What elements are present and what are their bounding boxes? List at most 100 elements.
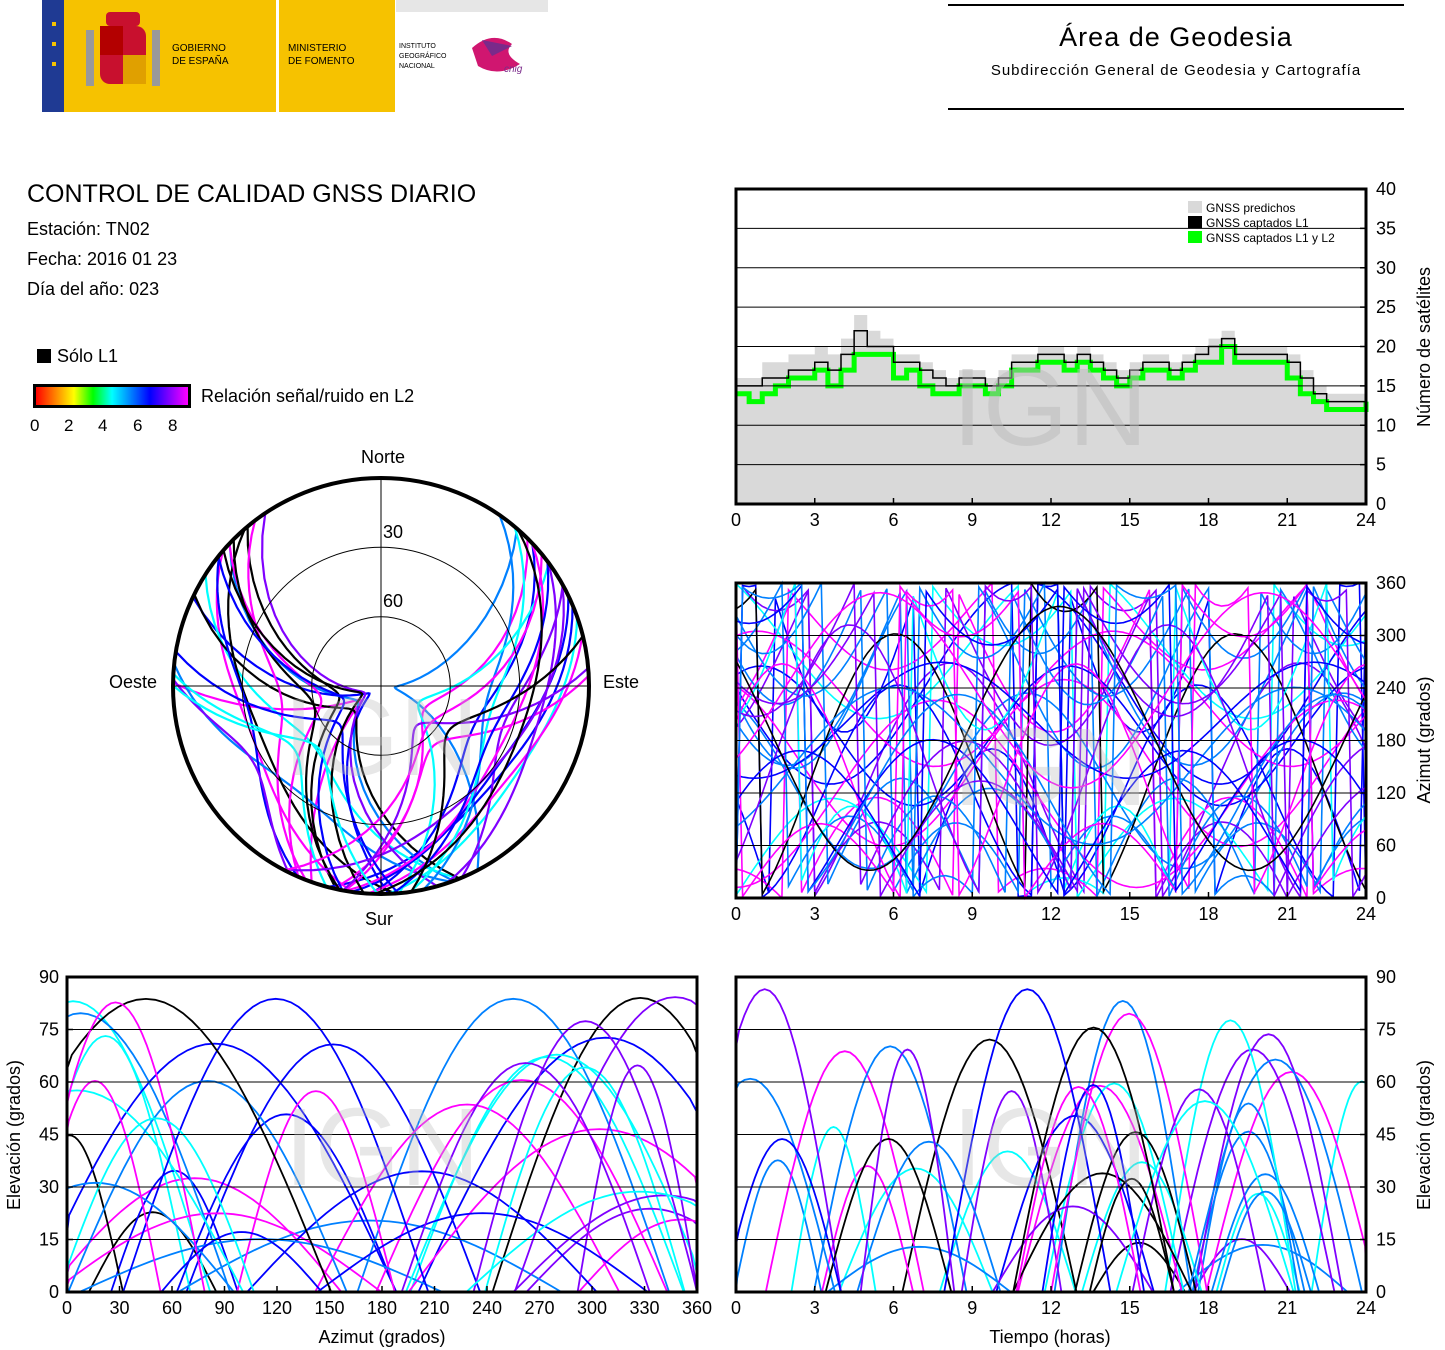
x-tick-label: 12	[1041, 904, 1061, 924]
elevation-time-track	[1050, 1012, 1208, 1293]
elevation-time-track	[1164, 1019, 1297, 1293]
elevation-azimuth-track	[175, 1113, 397, 1293]
skyplot-track	[392, 561, 550, 895]
azimuth-track	[735, 587, 1367, 899]
elevation-time-track	[1191, 1130, 1306, 1293]
y-tick-label: 60	[1376, 836, 1396, 856]
x-tick-label: 3	[810, 510, 820, 530]
x-tick-label: 21	[1277, 510, 1297, 530]
x-tick-label: 9	[967, 904, 977, 924]
snr-colorbar	[33, 384, 191, 408]
y-tick-label: 90	[1376, 967, 1396, 987]
gobierno-line2: DE ESPAÑA	[172, 54, 229, 67]
azimuth-track	[735, 584, 1367, 899]
elevation-azimuth-track	[484, 1066, 686, 1293]
y-tick-label: 0	[1376, 888, 1386, 908]
ring-label-60: 60	[383, 591, 403, 611]
legend-swatch-l1l2	[1188, 231, 1202, 243]
y-tick-label: 180	[1376, 731, 1406, 751]
ring-label-30: 30	[383, 522, 403, 542]
elevation-time-track	[790, 1126, 877, 1293]
ministerio-line2: DE FOMENTO	[288, 56, 355, 67]
area-title: Área de Geodesia	[1059, 22, 1293, 52]
cnig-text: cnig	[504, 64, 523, 75]
elevation-time-track	[1043, 1082, 1185, 1293]
elevation-time-track	[1219, 1190, 1312, 1293]
ign-watermark: IGN	[952, 706, 1148, 829]
y-tick-label: 5	[1376, 455, 1386, 475]
elevation-azimuth-track	[160, 1231, 323, 1293]
date-label: Fecha: 2016 01 23	[27, 249, 178, 269]
eu-flag-stripe	[42, 0, 64, 112]
x-tick-label: 150	[314, 1298, 344, 1318]
azimuth-track	[735, 630, 1367, 768]
elevation-azimuth-track	[177, 1219, 562, 1293]
ign-line2: GEOGRÁFICO	[399, 51, 447, 60]
coat-of-arms-icon	[86, 12, 160, 86]
x-tick-label: 0	[731, 1298, 741, 1318]
azimuth-track	[735, 661, 1367, 780]
area-subtitle: Subdirección General de Geodesia y Carto…	[990, 62, 1362, 79]
elevation-azimuth-track	[88, 1211, 218, 1293]
ign-watermark: IGN	[952, 346, 1148, 469]
legend-l1: GNSS captados L1	[1206, 216, 1309, 230]
x-tick-label: 18	[1198, 510, 1218, 530]
skyplot-track	[172, 678, 290, 873]
skyplot-track	[422, 514, 515, 891]
skyplot-track	[387, 616, 579, 895]
azimuth-track	[735, 588, 1367, 894]
elevation-time-track	[735, 1138, 842, 1293]
y-tick-label: 40	[1376, 179, 1396, 199]
skyplot-track	[344, 674, 590, 892]
elevation-time-track	[960, 1090, 1063, 1293]
ign-line1: INSTITUTO	[399, 43, 436, 50]
elev-time-xlabel: Tiempo (horas)	[989, 1327, 1110, 1347]
skyplot-track	[172, 673, 328, 888]
legend-predicted: GNSS predichos	[1206, 201, 1295, 215]
azimuth-track	[735, 584, 1367, 900]
skyplot-track	[409, 526, 526, 893]
x-tick-label: 90	[214, 1298, 234, 1318]
skyplot-track	[374, 528, 543, 895]
x-tick-label: 300	[577, 1298, 607, 1318]
east-label: Este	[603, 672, 639, 692]
elevation-azimuth-track	[375, 1079, 669, 1293]
report-title: CONTROL DE CALIDAD GNSS DIARIO	[27, 180, 477, 208]
x-tick-label: 60	[162, 1298, 182, 1318]
skyplot-track	[172, 684, 379, 895]
satellites-chart: 0 5 10 15 20 25 30 35 40 0 3 6 9 12 15 18 21 24 Número de…	[731, 179, 1434, 530]
report-info: CONTROL DE CALIDAD GNSS DIARIO Estación:…	[27, 180, 476, 309]
azimuth-track	[735, 581, 1367, 901]
x-tick-label: 9	[967, 1298, 977, 1318]
azimuth-track	[735, 591, 1367, 789]
azimuth-track	[735, 583, 1367, 900]
elevation-azimuth-track	[314, 1103, 621, 1293]
azimuth-track	[735, 686, 1367, 846]
legend-l1-only: Sólo L1	[37, 346, 118, 367]
y-tick-label: 90	[39, 967, 59, 987]
skyplot: 30 60 Norte Sur Este Oeste IGN	[109, 447, 639, 929]
y-tick-label: 75	[1376, 1020, 1396, 1040]
elevation-azimuth-track	[472, 1020, 698, 1293]
y-tick-label: 360	[1376, 573, 1406, 593]
y-tick-label: 30	[39, 1177, 59, 1197]
skyplot-track	[398, 562, 550, 894]
l1-swatch	[37, 349, 51, 363]
elevation-azimuth-track	[66, 1117, 255, 1293]
elevation-azimuth-track	[66, 1012, 231, 1293]
elevation-time-track	[1210, 1173, 1320, 1293]
x-tick-label: 12	[1041, 510, 1061, 530]
ign-watermark: IGN	[284, 1086, 480, 1209]
elevation-time-track	[991, 1205, 1154, 1293]
azimuth-track	[735, 586, 1367, 897]
header-logos: GOBIERNO DE ESPAÑA MINISTERIO DE FOMENTO…	[42, 0, 548, 112]
elevation-time-track	[1187, 1058, 1363, 1293]
elevation-time-track	[1193, 1033, 1344, 1293]
north-label: Norte	[361, 447, 405, 467]
y-tick-label: 75	[39, 1020, 59, 1040]
skyplot-track	[227, 528, 396, 895]
x-tick-label: 180	[367, 1298, 397, 1318]
skyplot-track	[191, 596, 390, 895]
doy-label: Día del año: 023	[27, 279, 160, 299]
snr-tick: 0	[30, 416, 40, 435]
